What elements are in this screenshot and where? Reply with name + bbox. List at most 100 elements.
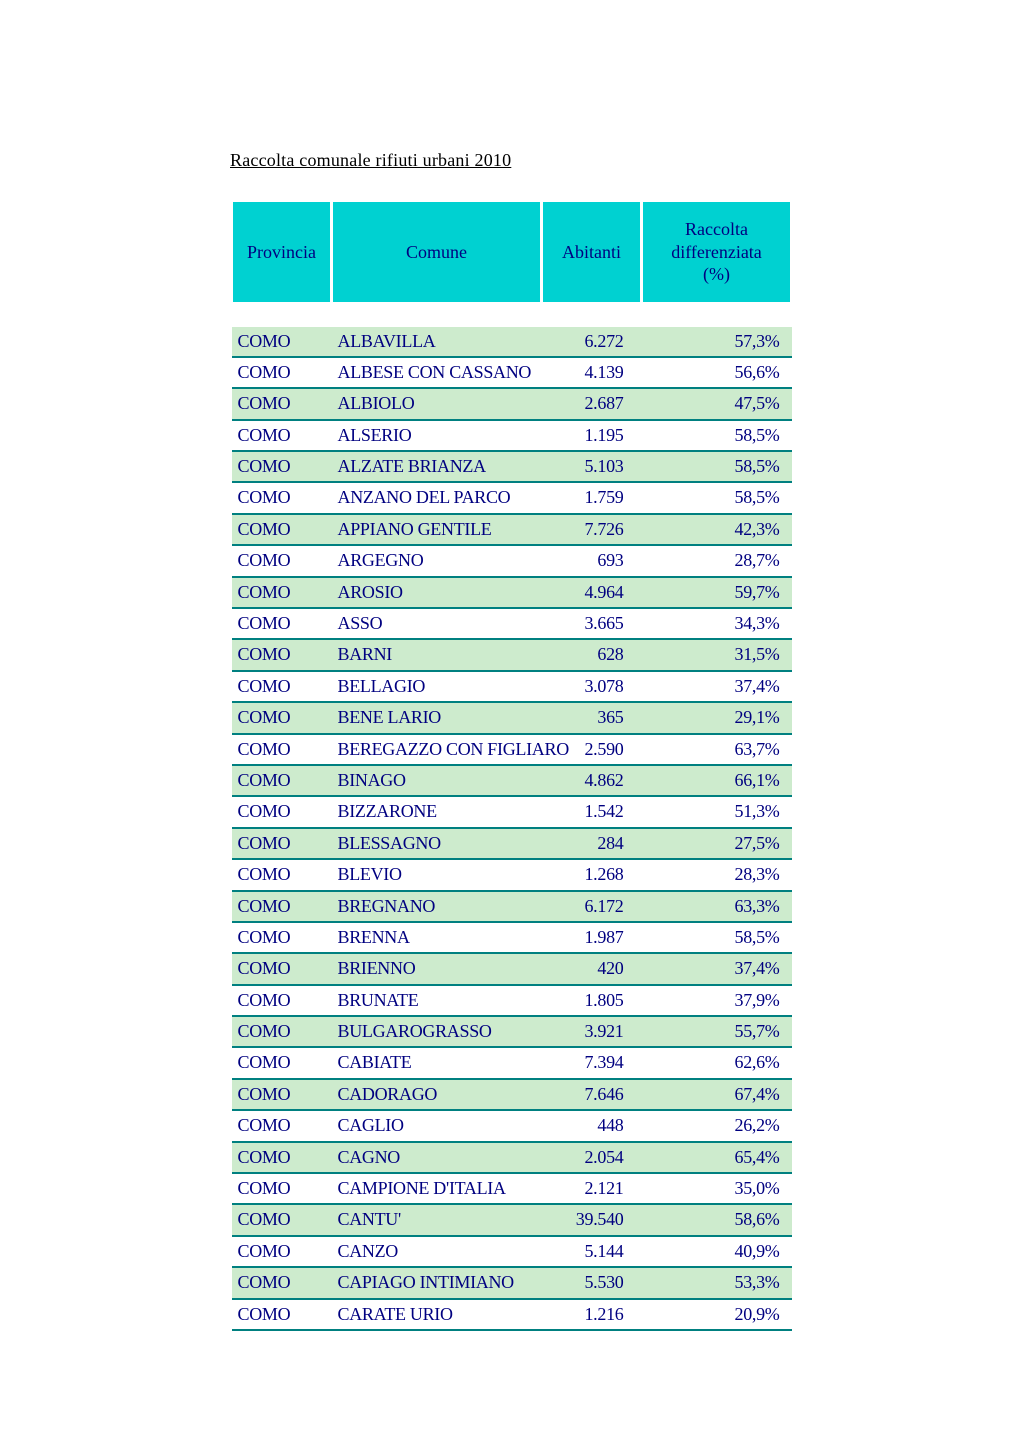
cell-comune: BEREGAZZO CON FIGLIARO (332, 734, 542, 765)
cell-provincia: COMO (232, 765, 332, 796)
cell-provincia: COMO (232, 1299, 332, 1330)
cell-provincia: COMO (232, 796, 332, 827)
table-row: COMOALBIOLO2.68747,5% (232, 388, 792, 419)
cell-comune: BIZZARONE (332, 796, 542, 827)
cell-pct: 20,9% (642, 1299, 792, 1330)
cell-provincia: COMO (232, 985, 332, 1016)
cell-pct: 37,9% (642, 985, 792, 1016)
cell-abitanti: 6.272 (542, 327, 642, 357)
cell-provincia: COMO (232, 828, 332, 859)
cell-abitanti: 5.103 (542, 451, 642, 482)
cell-provincia: COMO (232, 953, 332, 984)
cell-comune: BLESSAGNO (332, 828, 542, 859)
cell-provincia: COMO (232, 451, 332, 482)
table-row: COMOBARNI62831,5% (232, 639, 792, 670)
cell-provincia: COMO (232, 357, 332, 388)
table-row: COMOARGEGNO69328,7% (232, 545, 792, 576)
cell-abitanti: 4.139 (542, 357, 642, 388)
cell-provincia: COMO (232, 482, 332, 513)
page-title: Raccolta comunale rifiuti urbani 2010 (230, 150, 790, 171)
table-row: COMOCADORAGO7.64667,4% (232, 1079, 792, 1110)
cell-pct: 63,7% (642, 734, 792, 765)
table-row: COMOBLESSAGNO28427,5% (232, 828, 792, 859)
table-row: COMOALSERIO1.19558,5% (232, 420, 792, 451)
cell-provincia: COMO (232, 545, 332, 576)
cell-abitanti: 4.862 (542, 765, 642, 796)
cell-pct: 37,4% (642, 953, 792, 984)
cell-provincia: COMO (232, 388, 332, 419)
cell-comune: CADORAGO (332, 1079, 542, 1110)
cell-provincia: COMO (232, 702, 332, 733)
cell-comune: BINAGO (332, 765, 542, 796)
cell-abitanti: 1.542 (542, 796, 642, 827)
table-row: COMOANZANO DEL PARCO1.75958,5% (232, 482, 792, 513)
table-row: COMOBLEVIO1.26828,3% (232, 859, 792, 890)
cell-comune: AROSIO (332, 577, 542, 608)
cell-comune: BLEVIO (332, 859, 542, 890)
table-row: COMOCANTU'39.54058,6% (232, 1204, 792, 1235)
cell-pct: 29,1% (642, 702, 792, 733)
cell-comune: BULGAROGRASSO (332, 1016, 542, 1047)
cell-abitanti: 3.665 (542, 608, 642, 639)
table-row: COMOBIZZARONE1.54251,3% (232, 796, 792, 827)
cell-abitanti: 39.540 (542, 1204, 642, 1235)
cell-provincia: COMO (232, 420, 332, 451)
table-row: COMOBENE LARIO36529,1% (232, 702, 792, 733)
header-raccolta: Raccolta differenziata (%) (642, 201, 792, 304)
cell-comune: APPIANO GENTILE (332, 514, 542, 545)
table-row: COMOAPPIANO GENTILE7.72642,3% (232, 514, 792, 545)
cell-pct: 47,5% (642, 388, 792, 419)
cell-comune: ALSERIO (332, 420, 542, 451)
cell-comune: ARGEGNO (332, 545, 542, 576)
cell-comune: CAGNO (332, 1142, 542, 1173)
cell-abitanti: 3.078 (542, 671, 642, 702)
cell-pct: 57,3% (642, 327, 792, 357)
cell-comune: CANZO (332, 1236, 542, 1267)
page: Raccolta comunale rifiuti urbani 2010 Pr… (0, 0, 1020, 1391)
cell-provincia: COMO (232, 327, 332, 357)
table-row: COMOALBAVILLA6.27257,3% (232, 327, 792, 357)
table-row: COMOBELLAGIO3.07837,4% (232, 671, 792, 702)
cell-comune: ALZATE BRIANZA (332, 451, 542, 482)
table-row: COMOBULGAROGRASSO3.92155,7% (232, 1016, 792, 1047)
cell-comune: BRENNA (332, 922, 542, 953)
cell-comune: BELLAGIO (332, 671, 542, 702)
cell-abitanti: 7.726 (542, 514, 642, 545)
header-raccolta-line2: (%) (649, 263, 784, 286)
cell-comune: CAGLIO (332, 1110, 542, 1141)
cell-provincia: COMO (232, 1173, 332, 1204)
cell-provincia: COMO (232, 608, 332, 639)
cell-provincia: COMO (232, 1016, 332, 1047)
header-raccolta-line1: Raccolta differenziata (671, 219, 762, 262)
cell-pct: 51,3% (642, 796, 792, 827)
cell-pct: 31,5% (642, 639, 792, 670)
cell-pct: 59,7% (642, 577, 792, 608)
table-row: COMOCABIATE7.39462,6% (232, 1047, 792, 1078)
cell-abitanti: 2.054 (542, 1142, 642, 1173)
cell-pct: 56,6% (642, 357, 792, 388)
cell-pct: 55,7% (642, 1016, 792, 1047)
cell-provincia: COMO (232, 1110, 332, 1141)
table-row: COMOALBESE CON CASSANO4.13956,6% (232, 357, 792, 388)
cell-abitanti: 7.646 (542, 1079, 642, 1110)
cell-abitanti: 448 (542, 1110, 642, 1141)
cell-comune: CANTU' (332, 1204, 542, 1235)
cell-pct: 62,6% (642, 1047, 792, 1078)
cell-pct: 28,7% (642, 545, 792, 576)
cell-abitanti: 5.530 (542, 1267, 642, 1298)
cell-abitanti: 1.268 (542, 859, 642, 890)
cell-provincia: COMO (232, 859, 332, 890)
cell-comune: BARNI (332, 639, 542, 670)
cell-pct: 28,3% (642, 859, 792, 890)
cell-comune: ALBESE CON CASSANO (332, 357, 542, 388)
table-row: COMOCAGNO2.05465,4% (232, 1142, 792, 1173)
cell-provincia: COMO (232, 1236, 332, 1267)
table-row: COMOCAPIAGO INTIMIANO5.53053,3% (232, 1267, 792, 1298)
cell-pct: 26,2% (642, 1110, 792, 1141)
cell-pct: 58,5% (642, 451, 792, 482)
cell-comune: ANZANO DEL PARCO (332, 482, 542, 513)
cell-comune: CAMPIONE D'ITALIA (332, 1173, 542, 1204)
header-provincia: Provincia (232, 201, 332, 304)
cell-provincia: COMO (232, 1047, 332, 1078)
cell-abitanti: 5.144 (542, 1236, 642, 1267)
